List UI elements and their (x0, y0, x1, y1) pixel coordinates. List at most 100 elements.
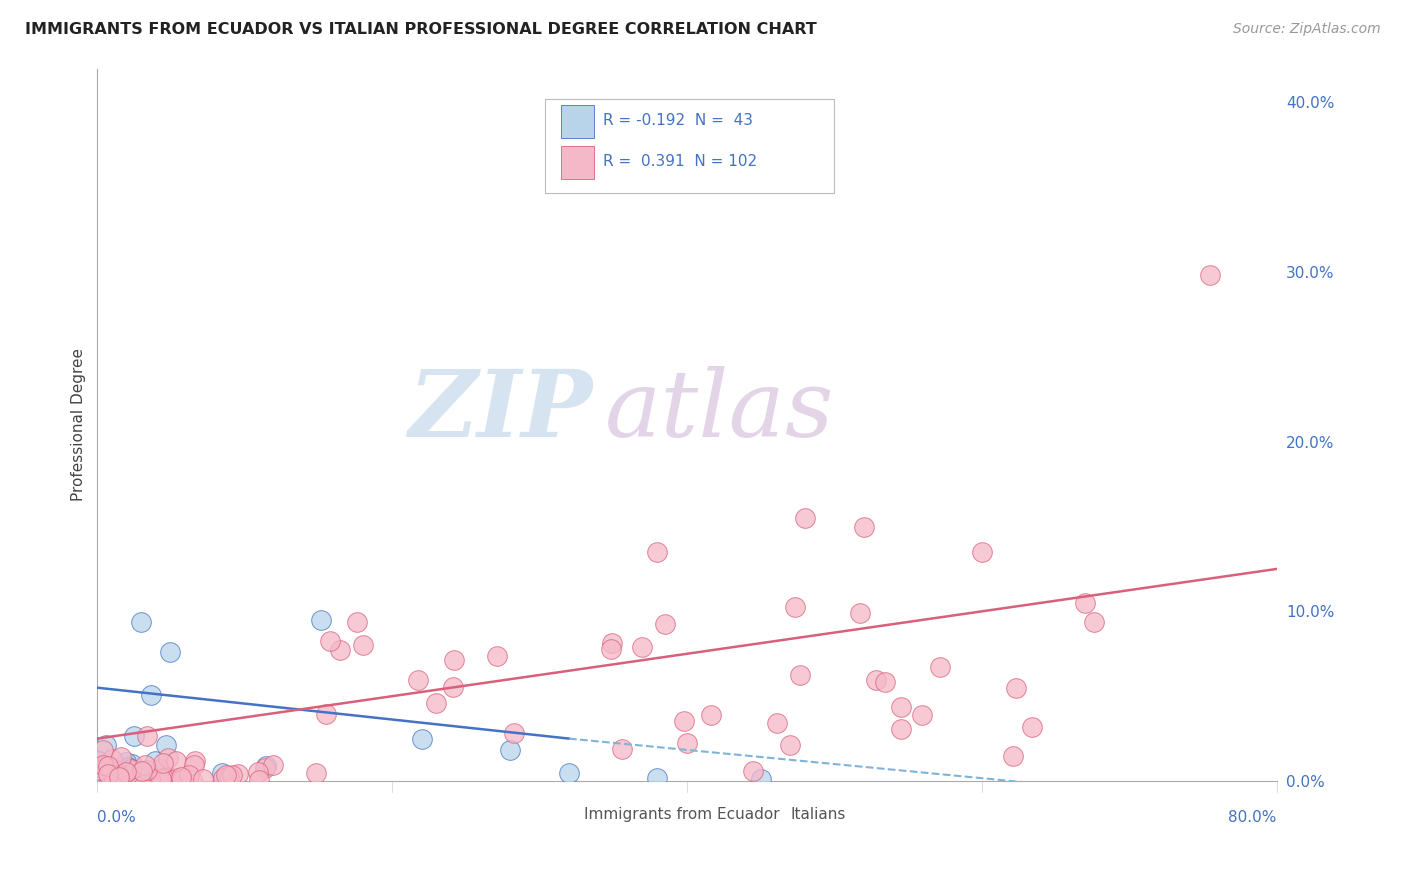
Point (1021, 720, 1043, 734)
Point (100, 752, 122, 766)
Point (221, 768, 243, 782)
Point (172, 773, 194, 788)
Point (93, 768, 115, 782)
Point (699, 708, 721, 723)
Point (98, 768, 121, 782)
Point (254, 758, 277, 772)
Point (107, 770, 129, 784)
Point (120, 762, 142, 776)
Point (134, 766, 156, 780)
Point (654, 617, 676, 632)
Point (152, 771, 174, 785)
Point (97, 768, 120, 782)
Point (602, 636, 624, 650)
Point (441, 680, 464, 694)
Point (115, 756, 138, 770)
Point (970, 545, 993, 559)
Point (118, 766, 141, 780)
Point (127, 767, 149, 781)
Point (485, 648, 508, 663)
Point (87, 771, 110, 785)
FancyBboxPatch shape (561, 146, 593, 179)
Text: IMMIGRANTS FROM ECUADOR VS ITALIAN PROFESSIONAL DEGREE CORRELATION CHART: IMMIGRANTS FROM ECUADOR VS ITALIAN PROFE… (25, 22, 817, 37)
Point (94, 738, 117, 752)
Point (1199, 268, 1222, 283)
Point (741, 764, 763, 778)
Point (110, 770, 132, 784)
Point (183, 758, 205, 772)
Point (128, 769, 150, 783)
Point (143, 754, 166, 768)
Point (91, 767, 114, 781)
Text: Immigrants from Ecuador: Immigrants from Ecuador (585, 807, 780, 822)
Point (97, 759, 120, 773)
Point (122, 764, 145, 779)
Point (170, 772, 193, 787)
Point (103, 761, 125, 775)
Point (249, 773, 271, 788)
Point (211, 766, 233, 780)
Point (108, 764, 131, 778)
Point (134, 758, 156, 772)
Point (136, 769, 159, 783)
Point (87, 773, 110, 788)
Point (346, 615, 368, 629)
Point (319, 634, 342, 648)
Point (87, 769, 110, 783)
Point (128, 772, 150, 786)
Text: ZIP: ZIP (408, 366, 592, 456)
Point (114, 765, 136, 780)
Point (443, 653, 465, 667)
Point (87, 764, 110, 778)
Point (91, 758, 114, 772)
Point (149, 772, 172, 786)
Point (170, 770, 193, 784)
Point (502, 725, 524, 739)
Point (165, 754, 187, 768)
Point (122, 729, 145, 743)
Point (103, 772, 125, 786)
Point (131, 764, 153, 778)
Point (124, 771, 146, 785)
Point (749, 772, 772, 787)
Point (149, 763, 172, 777)
Point (157, 751, 180, 765)
Point (253, 761, 276, 775)
Point (98, 773, 121, 788)
Point (1074, 596, 1097, 610)
Point (124, 768, 146, 782)
Point (97, 761, 120, 775)
Point (631, 640, 654, 654)
Point (155, 738, 177, 752)
Point (183, 755, 205, 769)
Point (191, 772, 214, 787)
Point (1002, 749, 1025, 764)
Text: Italians: Italians (790, 807, 846, 822)
Point (262, 758, 284, 772)
Point (180, 772, 202, 787)
Point (111, 765, 134, 780)
Point (673, 714, 696, 728)
Text: 0.0%: 0.0% (97, 810, 136, 824)
Point (139, 772, 162, 787)
FancyBboxPatch shape (561, 105, 593, 137)
Point (117, 760, 139, 774)
Point (865, 673, 887, 688)
Point (928, 659, 950, 673)
Point (129, 764, 152, 778)
Point (890, 699, 912, 714)
Point (793, 511, 815, 525)
Point (87, 754, 110, 768)
Point (676, 736, 699, 750)
FancyBboxPatch shape (551, 807, 578, 829)
Point (852, 519, 875, 533)
Point (890, 722, 912, 736)
Point (108, 770, 131, 784)
Point (1083, 615, 1105, 629)
Point (789, 668, 811, 682)
Point (110, 750, 132, 764)
Point (135, 772, 157, 787)
Point (104, 767, 127, 781)
Point (558, 765, 581, 780)
Point (97, 762, 120, 776)
